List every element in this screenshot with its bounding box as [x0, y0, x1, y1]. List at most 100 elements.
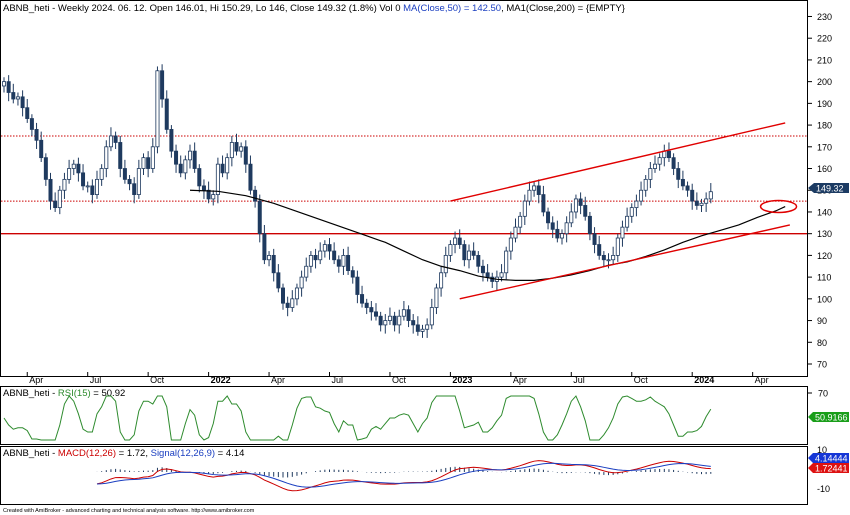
bull-candle	[99, 168, 104, 180]
bull-candle	[71, 163, 76, 169]
macd-header-value: = 1.72,	[116, 448, 151, 459]
header-ma50: MA(Close,50) = 142.50	[403, 3, 501, 14]
bull-candle	[225, 157, 230, 174]
bear-candle	[694, 200, 699, 206]
bull-candle	[615, 237, 620, 256]
bear-candle	[6, 81, 11, 93]
footer-credit: Created with AmiBroker - advanced charti…	[3, 508, 255, 514]
bull-candle	[443, 254, 448, 274]
bear-candle	[578, 198, 583, 206]
macd-header: ABNB_heti - MACD(12,26) = 1.72, Signal(1…	[3, 448, 244, 459]
bear-candle	[541, 194, 546, 213]
x-tick-label: Apr	[755, 375, 769, 385]
bear-candle	[169, 129, 174, 152]
bull-candle	[439, 272, 444, 289]
bear-candle	[411, 320, 416, 326]
rsi-value-tag: 50.9166	[808, 412, 849, 423]
chart-header: ABNB_heti - Weekly 2024. 06. 12. Open 14…	[3, 3, 625, 14]
bear-candle	[360, 294, 365, 304]
signal-value: 4.14444	[815, 454, 848, 464]
bull-candle	[606, 259, 611, 262]
bear-candle	[485, 272, 490, 278]
macd-value: 1.72441	[815, 464, 848, 474]
bear-candle	[220, 163, 225, 174]
bull-candle	[187, 150, 192, 161]
bull-candle	[522, 200, 527, 217]
bull-candle	[653, 163, 658, 169]
bull-candle	[518, 215, 523, 228]
bear-candle	[680, 178, 685, 187]
horizontal-levels	[1, 135, 807, 235]
bear-candle	[392, 315, 397, 326]
bull-candle	[387, 315, 392, 321]
y-tick-label: 80	[817, 338, 827, 348]
y-tick-label: 70	[817, 360, 827, 370]
bear-candle	[550, 222, 555, 230]
bull-candle	[15, 96, 20, 100]
support-highlight-ellipse	[759, 199, 798, 214]
bull-candle	[108, 135, 113, 148]
macd-header-label: MACD(12,26)	[58, 448, 116, 459]
bull-candle	[620, 226, 625, 239]
bull-candle	[322, 244, 327, 252]
y-tick-label: 180	[817, 121, 832, 131]
x-tick-label: Jul	[573, 375, 585, 385]
bear-candle	[174, 150, 179, 165]
bear-candle	[164, 98, 169, 130]
bull-candle	[383, 320, 388, 326]
bull-candle	[527, 189, 532, 202]
bear-candle	[11, 92, 16, 100]
price-y-axis: 7080901001101201301401501601701801902002…	[808, 12, 832, 370]
x-tick-label: Jul	[90, 375, 102, 385]
bear-candle	[471, 250, 476, 256]
bull-candle	[141, 157, 146, 169]
bear-candle	[480, 265, 485, 274]
bear-candle	[592, 233, 597, 245]
signal-header-label: Signal(12,26,9)	[151, 448, 215, 459]
bull-candle	[2, 81, 7, 87]
bear-candle	[327, 244, 332, 252]
bear-candle	[160, 70, 165, 100]
bull-candle	[318, 250, 323, 261]
bear-candle	[369, 307, 374, 313]
bear-candle	[336, 259, 341, 267]
bull-candle	[564, 222, 569, 235]
bear-candle	[178, 163, 183, 174]
bear-candle	[76, 163, 81, 174]
bull-candle	[513, 226, 518, 239]
bear-candle	[53, 200, 58, 209]
bull-candle	[183, 159, 188, 174]
bear-candle	[271, 254, 276, 274]
y-tick-label: 210	[817, 55, 832, 65]
y-tick-label: 130	[817, 229, 832, 239]
bear-candle	[597, 244, 602, 256]
bear-candle	[276, 272, 281, 289]
bull-candle	[229, 142, 234, 159]
y-tick-label: 190	[817, 99, 832, 109]
y-tick-label: 220	[817, 34, 832, 44]
bear-candle	[280, 287, 285, 304]
rsi-header-value: = 50.92	[91, 388, 126, 399]
bear-candle	[583, 205, 588, 217]
bear-candle	[346, 254, 351, 272]
bear-candle	[90, 185, 95, 195]
bull-candle	[85, 185, 90, 188]
bull-candle	[57, 189, 62, 209]
bull-candle	[569, 211, 574, 224]
bear-candle	[536, 185, 541, 195]
bear-candle	[43, 157, 48, 180]
bull-candle	[429, 307, 434, 326]
signal-line	[96, 462, 711, 488]
bull-candle	[573, 198, 578, 213]
bull-candle	[95, 178, 100, 195]
bull-candle	[657, 157, 662, 165]
channel-lower-line	[459, 224, 791, 300]
bear-candle	[113, 135, 118, 143]
bull-candle	[341, 254, 346, 267]
bull-candle	[150, 146, 155, 169]
rsi-line	[3, 395, 712, 441]
bear-candle	[146, 157, 151, 169]
trend-channel	[450, 122, 791, 300]
bull-candle	[397, 315, 402, 326]
macd-header-title: ABNB_heti -	[3, 448, 58, 459]
